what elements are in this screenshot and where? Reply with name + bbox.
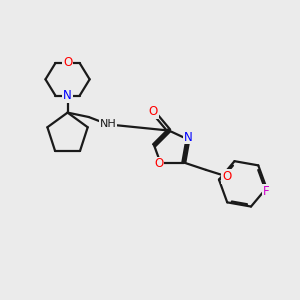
Text: O: O [63,56,72,69]
Text: N: N [184,130,192,143]
Text: O: O [149,105,158,118]
Text: F: F [263,185,270,198]
Text: O: O [154,158,164,170]
Text: O: O [222,170,231,183]
Text: N: N [63,89,72,102]
Text: NH: NH [100,119,116,129]
